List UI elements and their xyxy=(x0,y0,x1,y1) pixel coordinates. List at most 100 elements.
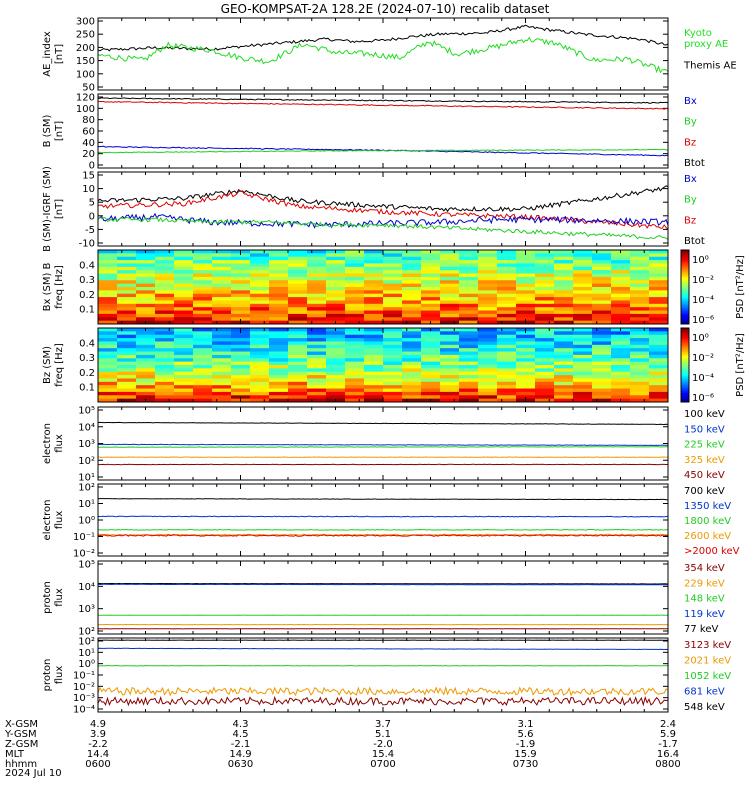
spectrogram-cell xyxy=(611,300,631,305)
spectrogram-cell xyxy=(288,270,308,275)
spectrogram-cell xyxy=(269,317,289,322)
spectrogram-cell xyxy=(459,270,479,275)
spectrogram-cell xyxy=(459,273,479,278)
spectrogram-cell xyxy=(136,297,156,301)
spectrogram-cell xyxy=(231,391,251,396)
spectrogram-cell xyxy=(155,395,175,400)
spectrogram-cell xyxy=(573,253,593,258)
spectrogram-cell xyxy=(592,266,612,271)
panel-9: proton flux10²10¹10⁰10⁻¹10⁻²10⁻³10⁻⁴3123 … xyxy=(42,637,731,716)
spectrogram-cell xyxy=(440,368,460,373)
colorbar-segment xyxy=(681,312,689,316)
spectrogram-cell xyxy=(478,250,498,254)
spectrogram-cell xyxy=(383,354,403,359)
spectrogram-cell xyxy=(440,293,460,298)
spectrogram-cell xyxy=(193,300,213,305)
spectrogram-cell xyxy=(649,381,669,386)
spectrogram-cell xyxy=(212,368,232,373)
spectrogram-cell xyxy=(136,368,156,373)
y-tick-label: 300 xyxy=(76,17,95,28)
spectrogram-cell xyxy=(497,313,517,318)
spectrogram-cell xyxy=(649,368,669,373)
spectrogram-cell xyxy=(98,283,118,288)
spectrogram-cell xyxy=(212,388,232,393)
spectrogram-cell xyxy=(516,300,536,305)
spectrogram-cell xyxy=(402,256,422,261)
spectrogram-cell xyxy=(364,354,384,359)
y-tick-label: 100 xyxy=(76,69,95,80)
spectrogram-cell xyxy=(592,385,612,390)
spectrogram-cell xyxy=(136,348,156,353)
spectrogram-cell xyxy=(288,313,308,318)
spectrogram-cell xyxy=(212,290,232,295)
spectrogram-cell xyxy=(592,260,612,264)
spectrogram-cell xyxy=(497,331,517,336)
spectrogram-cell xyxy=(364,381,384,386)
spectrogram-cell xyxy=(117,280,137,285)
spectrogram-cell xyxy=(250,338,270,342)
spectrogram-cell xyxy=(250,297,270,301)
spectrogram-cell xyxy=(611,361,631,366)
spectrogram-cell xyxy=(516,283,536,288)
y-tick-label: 10² xyxy=(78,637,95,648)
y-tick-label: 10⁴ xyxy=(78,582,95,593)
y-axis-label: [nT] xyxy=(54,44,65,64)
spectrogram-cell xyxy=(212,365,232,369)
spectrogram-cell xyxy=(193,341,213,346)
spectrogram-cell xyxy=(383,378,403,383)
spectrogram-cell xyxy=(535,276,555,281)
y-tick-label: 0.2 xyxy=(79,368,95,379)
spectrogram-cell xyxy=(573,354,593,359)
spectrogram-cell xyxy=(535,256,555,261)
spectrogram-cell xyxy=(478,371,498,376)
spectrogram-cell xyxy=(326,266,346,271)
spectrogram-cell xyxy=(155,276,175,281)
spectrogram-cell xyxy=(478,253,498,258)
spectrogram-cell xyxy=(193,351,213,356)
spectrogram-cell xyxy=(497,270,517,275)
spectrogram-cell xyxy=(402,293,422,298)
footer-value: -2.1 xyxy=(231,739,251,750)
spectrogram-cell xyxy=(174,358,194,363)
spectrogram-cell xyxy=(573,283,593,288)
spectrogram-cell xyxy=(402,371,422,376)
colorbar-segment xyxy=(681,288,689,292)
spectrogram-cell xyxy=(440,391,460,396)
spectrogram-cell xyxy=(649,317,669,322)
spectrogram-cell xyxy=(421,331,441,336)
spectrogram-cell xyxy=(611,313,631,318)
spectrogram-cell xyxy=(611,375,631,379)
spectrogram-cell xyxy=(440,351,460,356)
spectrogram-cell xyxy=(364,283,384,288)
spectrogram-cell xyxy=(630,354,650,359)
panel-stack: AE_index [nT]30025020015010050Kyotoproxy … xyxy=(42,17,746,716)
spectrogram-cell xyxy=(649,310,669,315)
spectrogram-cell xyxy=(649,253,669,258)
spectrogram-cell xyxy=(155,320,175,325)
spectrogram-cell xyxy=(611,348,631,353)
spectrogram-cell xyxy=(364,313,384,318)
footer-value: -1.7 xyxy=(658,739,678,750)
spectrogram-cell xyxy=(231,303,251,308)
spectrogram-cell xyxy=(478,331,498,336)
spectrogram-cell xyxy=(402,250,422,254)
footer-value: 14.4 xyxy=(87,749,109,760)
spectrogram-cell xyxy=(231,300,251,305)
spectrogram-cell xyxy=(288,354,308,359)
spectrogram-cell xyxy=(592,283,612,288)
spectrogram-cell xyxy=(193,310,213,315)
footer-value: 0700 xyxy=(370,759,395,770)
plot-frame xyxy=(97,560,669,635)
spectrogram-cell xyxy=(364,307,384,312)
spectrogram-cell xyxy=(117,307,137,312)
spectrogram-cell xyxy=(554,307,574,312)
spectrogram-cell xyxy=(421,290,441,295)
spectrogram-cell xyxy=(592,256,612,261)
spectrogram-cell xyxy=(136,280,156,285)
spectrogram-cell xyxy=(345,338,365,342)
spectrogram-cell xyxy=(307,395,327,400)
spectrogram-cell xyxy=(592,250,612,254)
spectrogram-cell xyxy=(421,283,441,288)
spectrogram-cell xyxy=(516,391,536,396)
